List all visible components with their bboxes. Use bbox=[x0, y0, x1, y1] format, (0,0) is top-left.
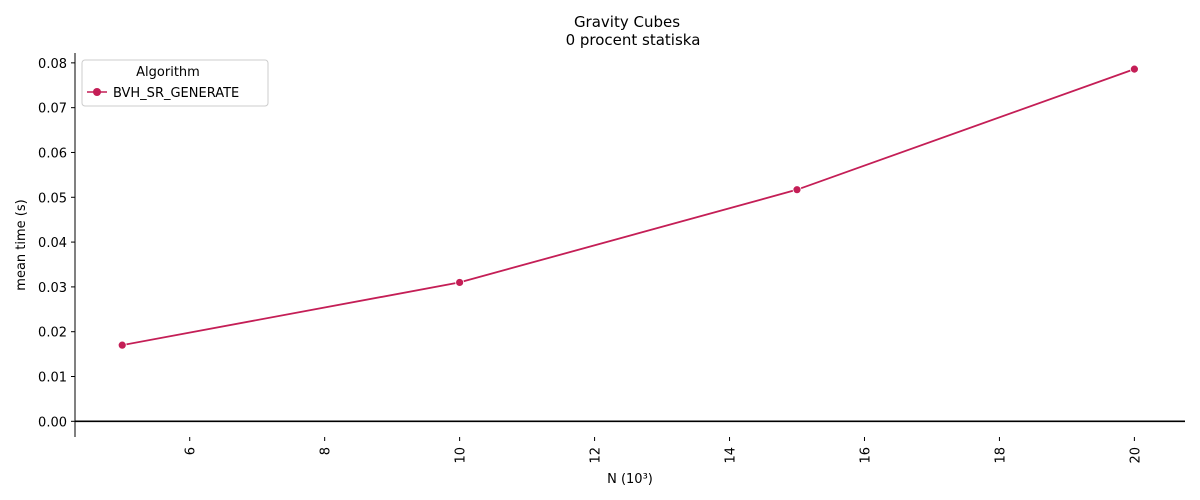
y-tick-label: 0.03 bbox=[38, 281, 67, 296]
x-tick-label: 20 bbox=[1128, 447, 1143, 464]
legend-label: BVH_SR_GENERATE bbox=[113, 86, 239, 101]
y-tick-label: 0.00 bbox=[38, 415, 67, 430]
x-tick-label: 6 bbox=[184, 447, 199, 455]
legend-box bbox=[81, 59, 269, 107]
y-tick-label: 0.05 bbox=[38, 191, 67, 206]
x-tick-label: 16 bbox=[858, 447, 873, 464]
y-axis-ticks: 0.00 0.01 0.02 0.03 0.04 0.05 0.06 0.07 0.08 bbox=[38, 57, 75, 430]
y-tick-label: 0.07 bbox=[38, 102, 67, 117]
x-tick-label: 14 bbox=[724, 447, 739, 464]
y-tick-label: 0.04 bbox=[38, 236, 67, 251]
plot-area bbox=[117, 64, 1139, 350]
data-point bbox=[455, 278, 465, 287]
y-tick-label: 0.02 bbox=[38, 326, 67, 341]
series-line bbox=[122, 68, 1135, 347]
x-axis-label: N (10³) bbox=[607, 472, 653, 487]
chart-title: Gravity Cubes bbox=[574, 13, 680, 31]
legend-title: Algorithm bbox=[136, 65, 200, 80]
x-tick-label: 8 bbox=[319, 447, 334, 455]
y-tick-label: 0.01 bbox=[38, 371, 67, 386]
x-tick-label: 10 bbox=[454, 447, 469, 464]
x-tick-label: 12 bbox=[589, 447, 604, 464]
data-point bbox=[117, 340, 127, 350]
legend: Algorithm BVH_SR_GENERATE bbox=[81, 59, 269, 107]
data-point bbox=[1129, 64, 1139, 74]
chart-subtitle: 0 procent statiska bbox=[566, 31, 701, 49]
x-tick-label: 18 bbox=[993, 447, 1008, 464]
y-axis-label: mean time (s) bbox=[14, 199, 29, 290]
y-tick-label: 0.08 bbox=[38, 57, 67, 72]
legend-swatch-marker bbox=[93, 88, 101, 96]
y-tick-label: 0.06 bbox=[38, 146, 67, 161]
data-point bbox=[792, 185, 802, 195]
x-axis-ticks: 6 8 10 12 14 16 18 20 bbox=[184, 437, 1143, 464]
